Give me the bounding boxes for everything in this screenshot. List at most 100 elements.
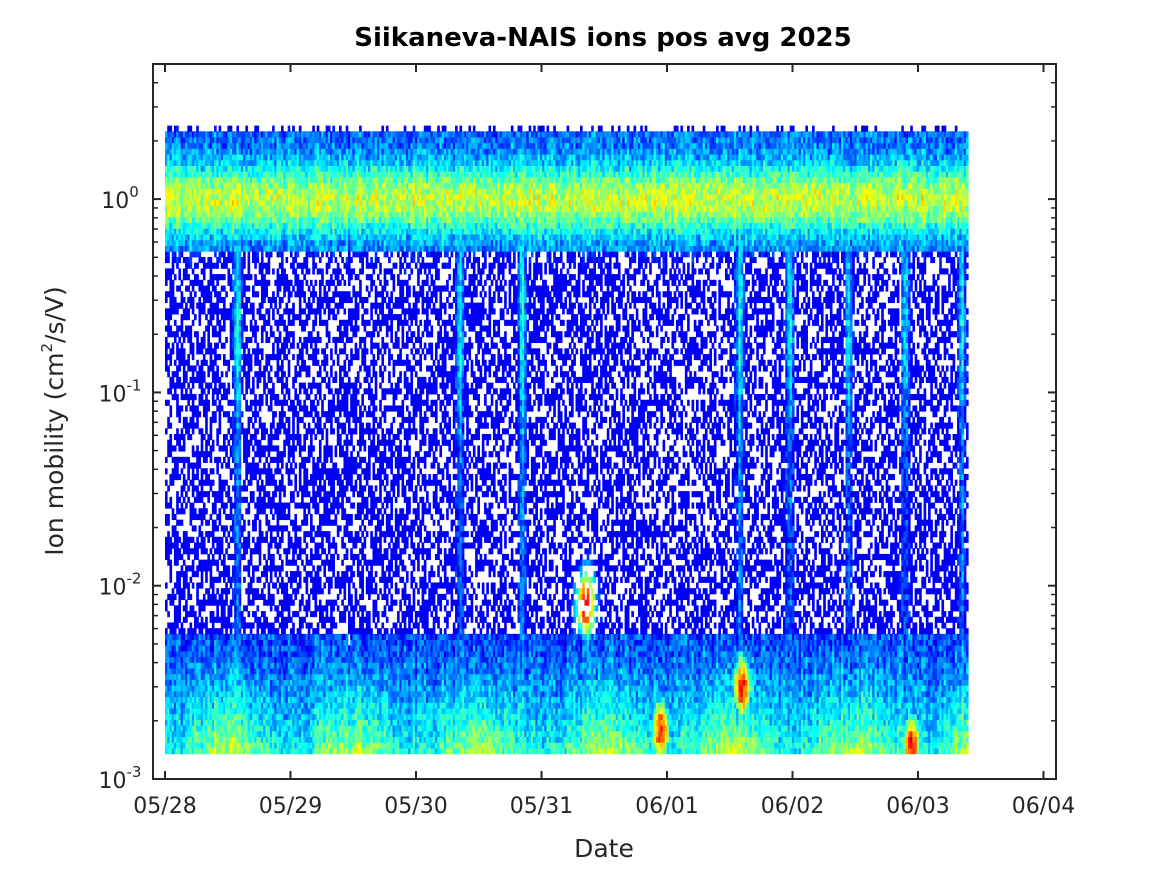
heatmap-cell [174, 383, 177, 389]
heatmap-cell [194, 714, 197, 720]
heatmap-cell [165, 605, 168, 611]
heatmap-cell [185, 268, 188, 274]
heatmap-cell [169, 497, 172, 503]
heatmap-cell [201, 520, 204, 526]
heatmap-cell [174, 257, 177, 263]
heatmap-cell [178, 337, 181, 343]
heatmap-cell [194, 611, 197, 617]
heatmap-cell [174, 685, 177, 691]
heatmap-cell [194, 697, 197, 703]
heatmap-cell [201, 365, 204, 371]
heatmap-cell [169, 314, 172, 320]
heatmap-cell [203, 514, 206, 520]
heatmap-cell [165, 628, 168, 634]
heatmap-cell [185, 600, 188, 606]
heatmap-cell [192, 582, 195, 588]
heatmap-cell [192, 480, 195, 486]
heatmap-cell [172, 480, 175, 486]
heatmap-cell [165, 280, 168, 286]
heatmap-cell [174, 434, 177, 440]
heatmap-cell [174, 691, 177, 697]
heatmap-cell [201, 497, 204, 503]
heatmap-cell [205, 508, 208, 514]
heatmap-cell [169, 126, 172, 132]
heatmap-cell [201, 440, 204, 446]
heatmap-cell [203, 354, 206, 360]
heatmap-cell [207, 440, 210, 446]
heatmap-cell [176, 560, 179, 566]
heatmap-cell [205, 411, 208, 417]
heatmap-cell [174, 668, 177, 674]
heatmap-cell [181, 503, 184, 509]
heatmap-cell [174, 680, 177, 686]
heatmap-cell [192, 383, 195, 389]
heatmap-cell [174, 731, 177, 737]
heatmap-cell [183, 497, 186, 503]
heatmap-cell [174, 622, 177, 628]
heatmap-cell [201, 474, 204, 480]
heatmap-cell [178, 257, 181, 263]
heatmap-cell [196, 263, 199, 269]
heatmap-cell [174, 457, 177, 463]
heatmap-cell [169, 360, 172, 366]
heatmap-cell [205, 394, 208, 400]
heatmap-cell [207, 497, 210, 503]
heatmap-cell [190, 388, 193, 394]
heatmap-cell [185, 480, 188, 486]
heatmap-cell [194, 628, 197, 634]
heatmap-cell [198, 525, 201, 531]
heatmap-cell [194, 240, 197, 246]
heatmap-cell [183, 354, 186, 360]
heatmap-cell [165, 360, 168, 366]
heatmap-cell [201, 571, 204, 577]
heatmap-cell [165, 600, 168, 606]
heatmap-cell [183, 560, 186, 566]
heatmap-cell [176, 531, 179, 537]
heatmap-cell [167, 531, 170, 537]
heatmap-cell [172, 291, 175, 297]
heatmap-cell [187, 354, 190, 360]
heatmap-cell [174, 371, 177, 377]
heatmap-cell [181, 280, 184, 286]
heatmap-cell [194, 720, 197, 726]
heatmap-cell [174, 303, 177, 309]
heatmap-cell [192, 371, 195, 377]
heatmap-cell [178, 268, 181, 274]
heatmap-cell [203, 388, 206, 394]
heatmap-cell [174, 160, 177, 166]
heatmap-cell [178, 365, 181, 371]
heatmap-cell [167, 257, 170, 263]
heatmap-cell [185, 571, 188, 577]
heatmap-cell [194, 217, 197, 223]
heatmap-image [165, 126, 969, 755]
heatmap-cell [174, 337, 177, 343]
heatmap-cell [187, 588, 190, 594]
heatmap-cell [169, 503, 172, 509]
heatmap-cell [181, 491, 184, 497]
heatmap-cell [205, 417, 208, 423]
heatmap-cell [174, 634, 177, 640]
heatmap-cell [194, 691, 197, 697]
heatmap-cell [187, 554, 190, 560]
heatmap-cell [194, 377, 197, 383]
heatmap-cell [174, 514, 177, 520]
heatmap-cell [192, 560, 195, 566]
heatmap-cell [187, 543, 190, 549]
heatmap-cell [174, 617, 177, 623]
heatmap-cell [187, 468, 190, 474]
heatmap-cell [174, 223, 177, 229]
heatmap-cell [194, 234, 197, 240]
heatmap-cell [207, 520, 210, 526]
heatmap-cell [203, 543, 206, 549]
heatmap-cell [192, 468, 195, 474]
heatmap-cell [178, 274, 181, 280]
heatmap-cell [203, 605, 206, 611]
heatmap-cell [196, 360, 199, 366]
heatmap-cell [194, 731, 197, 737]
heatmap-cell [203, 377, 206, 383]
heatmap-cell [192, 348, 195, 354]
heatmap-cell [207, 371, 210, 377]
heatmap-cell [194, 451, 197, 457]
heatmap-cell [176, 491, 179, 497]
heatmap-cell [198, 297, 201, 303]
